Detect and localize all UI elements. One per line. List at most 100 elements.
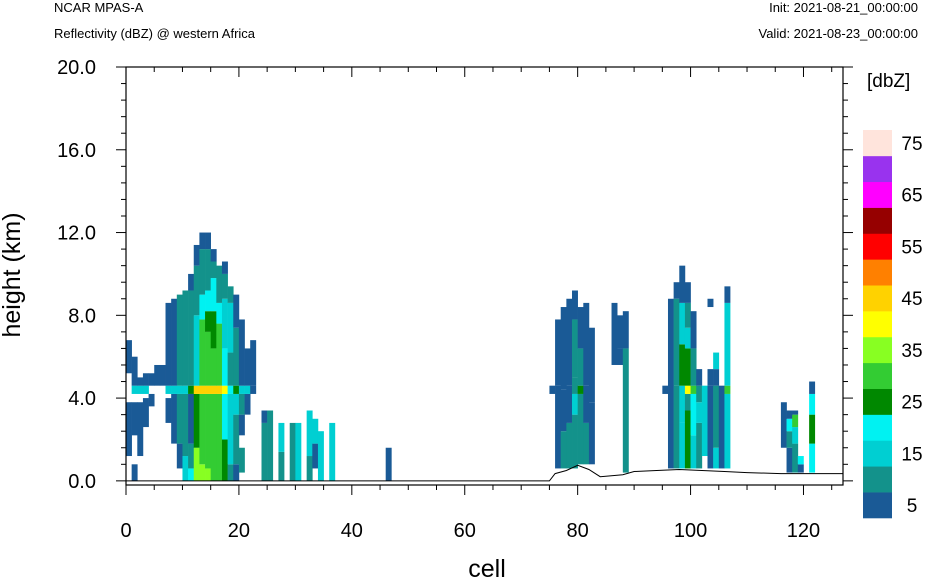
dbz-cell-x1-3 — [131, 356, 138, 386]
dbz-cell-x22-1 — [250, 340, 257, 386]
dbz-cell-x19-0 — [233, 464, 240, 481]
dbz-cell-x7-2 — [165, 302, 172, 386]
dbz-cell-x20-4 — [238, 319, 245, 386]
dbz-cell-x77-2 — [560, 307, 567, 390]
dbz-cell-x12-3 — [193, 315, 200, 386]
y-tick-label-16.0: 16.0 — [57, 140, 96, 162]
dbz-cell-x118-1 — [792, 427, 799, 444]
dbz-cell-x121-1 — [809, 414, 816, 444]
dbz-cell-x121-2 — [809, 393, 816, 415]
dbz-cell-x80-1 — [577, 385, 584, 394]
x-tick-label-120: 120 — [787, 520, 820, 542]
dbz-cell-x106-1 — [724, 385, 731, 394]
dbz-cell-x117-2 — [786, 418, 793, 432]
dbz-cell-x11-4 — [188, 290, 195, 386]
dbz-cell-x79-1 — [572, 393, 578, 415]
plot-frame — [125, 66, 844, 486]
dbz-cell-x14-3 — [205, 331, 211, 386]
init-time-label: Init: 2021-08-21_00:00:00 — [769, 0, 918, 15]
dbz-cell-x36-0 — [329, 422, 336, 481]
dbz-cell-x100-0 — [690, 435, 697, 469]
dbz-cell-x15-5 — [210, 261, 217, 279]
dbz-cell-x18-3 — [227, 352, 234, 386]
dbz-cell-x17-4 — [221, 298, 228, 349]
dbz-cell-x82-0 — [588, 402, 595, 465]
dbz-cell-x77-0 — [560, 431, 567, 469]
dbz-cell-x9-1 — [176, 393, 183, 444]
dbz-cell-x7-1 — [165, 385, 172, 394]
dbz-cell-x88-0 — [622, 348, 629, 473]
colorbar-swatch-5 — [863, 492, 892, 519]
dbz-cell-x0-0 — [126, 402, 132, 457]
dbz-cell-x106-2 — [724, 302, 731, 386]
dbz-cell-x15-6 — [210, 249, 217, 262]
dbz-cell-x88-1 — [622, 311, 629, 349]
dbz-cell-x16-4 — [216, 265, 223, 303]
dbz-cell-x13-2 — [199, 385, 206, 394]
colorbar-swatch-20 — [863, 414, 892, 441]
dbz-cell-x3-1 — [142, 385, 149, 394]
dbz-cell-x2-1 — [137, 385, 144, 394]
dbz-cell-x13-6 — [199, 232, 206, 250]
dbz-cell-x103-2 — [707, 298, 714, 308]
dbz-cell-x99-3 — [684, 348, 691, 386]
colorbar-swatch-25 — [863, 388, 892, 415]
colorbar-swatch-55 — [863, 233, 892, 260]
dbz-cell-x17-3 — [221, 348, 228, 386]
dbz-cell-x78-2 — [566, 298, 573, 386]
dbz-cell-x100-2 — [690, 385, 697, 394]
dbz-cell-x21-0 — [244, 393, 251, 415]
dbz-cell-x118-0 — [792, 443, 799, 473]
dbz-cell-x14-5 — [205, 290, 211, 312]
dbz-cell-x17-2 — [221, 385, 228, 394]
dbz-cell-x15-3 — [210, 311, 217, 349]
colorbar-swatch-50 — [863, 259, 892, 286]
dbz-cell-x80-0 — [577, 393, 584, 465]
dbz-cell-x19-2 — [233, 393, 240, 415]
dbz-cell-x99-2 — [684, 385, 691, 394]
y-axis-label: height (km) — [0, 212, 26, 337]
colorbar: 5 15 25 35 45 55 65 75 — [863, 130, 923, 519]
dbz-cell-x2-0 — [137, 402, 144, 457]
dbz-cell-x8-2 — [171, 298, 178, 386]
dbz-cell-x29-0 — [289, 422, 296, 481]
dbz-cell-x118-2 — [792, 414, 799, 428]
x-tick-label-20: 20 — [228, 520, 250, 542]
dbz-cell-x80-2 — [577, 348, 584, 386]
y-tick-label-4.0: 4.0 — [68, 388, 96, 410]
dbz-cell-x17-5 — [221, 273, 228, 299]
dbz-cell-x13-3 — [199, 319, 206, 386]
dbz-cell-x14-7 — [205, 232, 211, 250]
colorbar-swatch-15 — [863, 440, 892, 467]
dbz-cell-x11-1 — [188, 443, 195, 469]
dbz-cell-x9-0 — [176, 443, 183, 469]
dbz-cell-x81-0 — [583, 422, 590, 465]
dbz-cell-x10-0 — [182, 456, 189, 481]
dbz-cell-x81-2 — [583, 302, 590, 386]
colorbar-label-55: 55 — [901, 237, 922, 258]
dbz-cell-x104-3 — [713, 352, 720, 370]
colorbar-unit-label: [dbZ] — [867, 71, 910, 92]
dbz-cell-x98-2 — [679, 344, 686, 386]
colorbar-swatch-10 — [863, 466, 892, 493]
dbz-cell-x5-0 — [154, 364, 161, 386]
dbz-cell-x119-1 — [797, 456, 804, 465]
reflectivity-cells — [126, 232, 816, 481]
dbz-cell-x81-1 — [583, 385, 590, 423]
dbz-cell-x76-0 — [555, 385, 562, 469]
dbz-cell-x18-4 — [227, 302, 234, 353]
dbz-cell-x11-5 — [188, 273, 195, 291]
dbz-cell-x33-1 — [312, 418, 319, 444]
dbz-cell-x6-0 — [159, 364, 166, 386]
dbz-cell-x18-0 — [227, 464, 234, 481]
dbz-cell-x75-0 — [549, 385, 556, 394]
dbz-cell-x13-5 — [199, 249, 206, 295]
dbz-cell-x100-1 — [690, 393, 697, 436]
dbz-cell-x32-1 — [306, 410, 313, 457]
dbz-cell-x1-1 — [131, 402, 138, 436]
dbz-cell-x19-3 — [233, 385, 240, 394]
dbz-cell-x118-3 — [792, 410, 799, 415]
colorbar-swatch-35 — [863, 336, 892, 364]
dbz-cell-x103-0 — [707, 385, 714, 469]
